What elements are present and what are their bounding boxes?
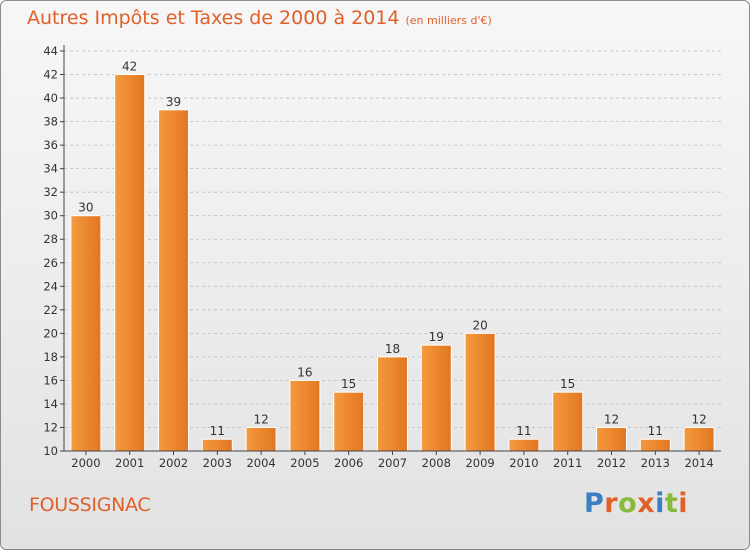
logo-letter: o xyxy=(618,488,638,519)
unit-label: (en milliers d'€) xyxy=(405,14,492,27)
logo-letter: P xyxy=(584,488,605,519)
x-tick-label: 2008 xyxy=(422,456,451,470)
bar xyxy=(464,332,496,452)
bar xyxy=(70,215,102,452)
bar xyxy=(114,74,146,452)
y-tick-label: 30 xyxy=(43,209,58,223)
axis-layer: 10 12 14 16 18 20 22 24 26 28 30 32 34 36 38 40 42 44 2000… xyxy=(43,44,721,470)
data-label: 12 xyxy=(604,412,619,426)
y-tick-label: 18 xyxy=(43,350,58,364)
commune-name: FOUSSIGNAC xyxy=(29,494,151,516)
y-tick-label: 14 xyxy=(43,397,58,411)
bar xyxy=(683,426,715,452)
x-tick-label: 2004 xyxy=(246,456,275,470)
bar xyxy=(596,426,627,452)
bar xyxy=(158,109,189,452)
data-label: 18 xyxy=(385,342,400,356)
y-tick-label: 20 xyxy=(43,326,58,340)
chart-title: Autres Impôts et Taxes de 2000 à 2014 (en… xyxy=(27,7,492,29)
data-label: 12 xyxy=(691,412,706,426)
logo-letter: x xyxy=(637,488,656,519)
y-tick-label: 10 xyxy=(43,444,58,458)
bar xyxy=(333,391,365,452)
logo-letter: r xyxy=(604,488,619,519)
y-tick-label: 42 xyxy=(43,68,58,82)
data-label: 30 xyxy=(78,201,93,215)
data-label: 15 xyxy=(341,377,356,391)
data-label: 16 xyxy=(297,365,312,379)
data-label: 11 xyxy=(648,424,663,438)
x-tick-label: 2009 xyxy=(465,456,494,470)
x-tick-label: 2002 xyxy=(159,456,188,470)
x-tick-label: 2001 xyxy=(115,456,144,470)
x-tick-label: 2013 xyxy=(641,456,670,470)
bar xyxy=(245,426,277,452)
x-tick-label: 2011 xyxy=(553,456,582,470)
y-tick-label: 24 xyxy=(43,279,58,293)
data-label: 42 xyxy=(122,60,137,74)
proxiti-logo: Proxiti xyxy=(584,488,688,519)
y-tick-label: 26 xyxy=(43,256,58,270)
y-tick-label: 38 xyxy=(43,115,58,129)
y-tick-label: 28 xyxy=(43,232,58,246)
bar xyxy=(377,356,408,452)
x-tick-label: 2000 xyxy=(71,456,100,470)
y-tick-label: 36 xyxy=(43,138,58,152)
y-tick-label: 12 xyxy=(43,420,58,434)
logo-letter: i xyxy=(678,488,689,519)
y-tick-label: 16 xyxy=(43,373,58,387)
bar xyxy=(420,344,452,452)
y-tick-label: 40 xyxy=(43,91,58,105)
x-tick-label: 2006 xyxy=(334,456,363,470)
bar xyxy=(289,379,321,452)
y-tick-label: 22 xyxy=(43,303,58,317)
bar xyxy=(201,438,233,452)
x-tick-label: 2003 xyxy=(203,456,232,470)
bar xyxy=(508,438,540,452)
bar-layer: 30 42 39 11 12 16 15 18 19 20 11 15 12 11 12 xyxy=(70,60,715,452)
data-label: 15 xyxy=(560,377,575,391)
data-label: 12 xyxy=(253,412,268,426)
data-label: 11 xyxy=(210,424,225,438)
data-label: 11 xyxy=(516,424,531,438)
y-tick-label: 34 xyxy=(43,162,58,176)
x-tick-label: 2012 xyxy=(597,456,626,470)
logo-letter: i xyxy=(655,488,665,519)
data-label: 20 xyxy=(472,318,487,332)
bar xyxy=(639,438,671,452)
y-tick-label: 44 xyxy=(43,44,58,58)
title-text: Autres Impôts et Taxes de 2000 à 2014 xyxy=(27,7,400,29)
y-tick-label: 32 xyxy=(43,185,58,199)
x-tick-label: 2005 xyxy=(290,456,319,470)
logo-letter: t xyxy=(664,488,679,519)
data-label: 39 xyxy=(166,95,181,109)
bar xyxy=(552,391,584,452)
x-tick-label: 2014 xyxy=(684,456,713,470)
x-tick-label: 2007 xyxy=(378,456,407,470)
x-tick-label: 2010 xyxy=(509,456,538,470)
data-label: 19 xyxy=(429,330,444,344)
